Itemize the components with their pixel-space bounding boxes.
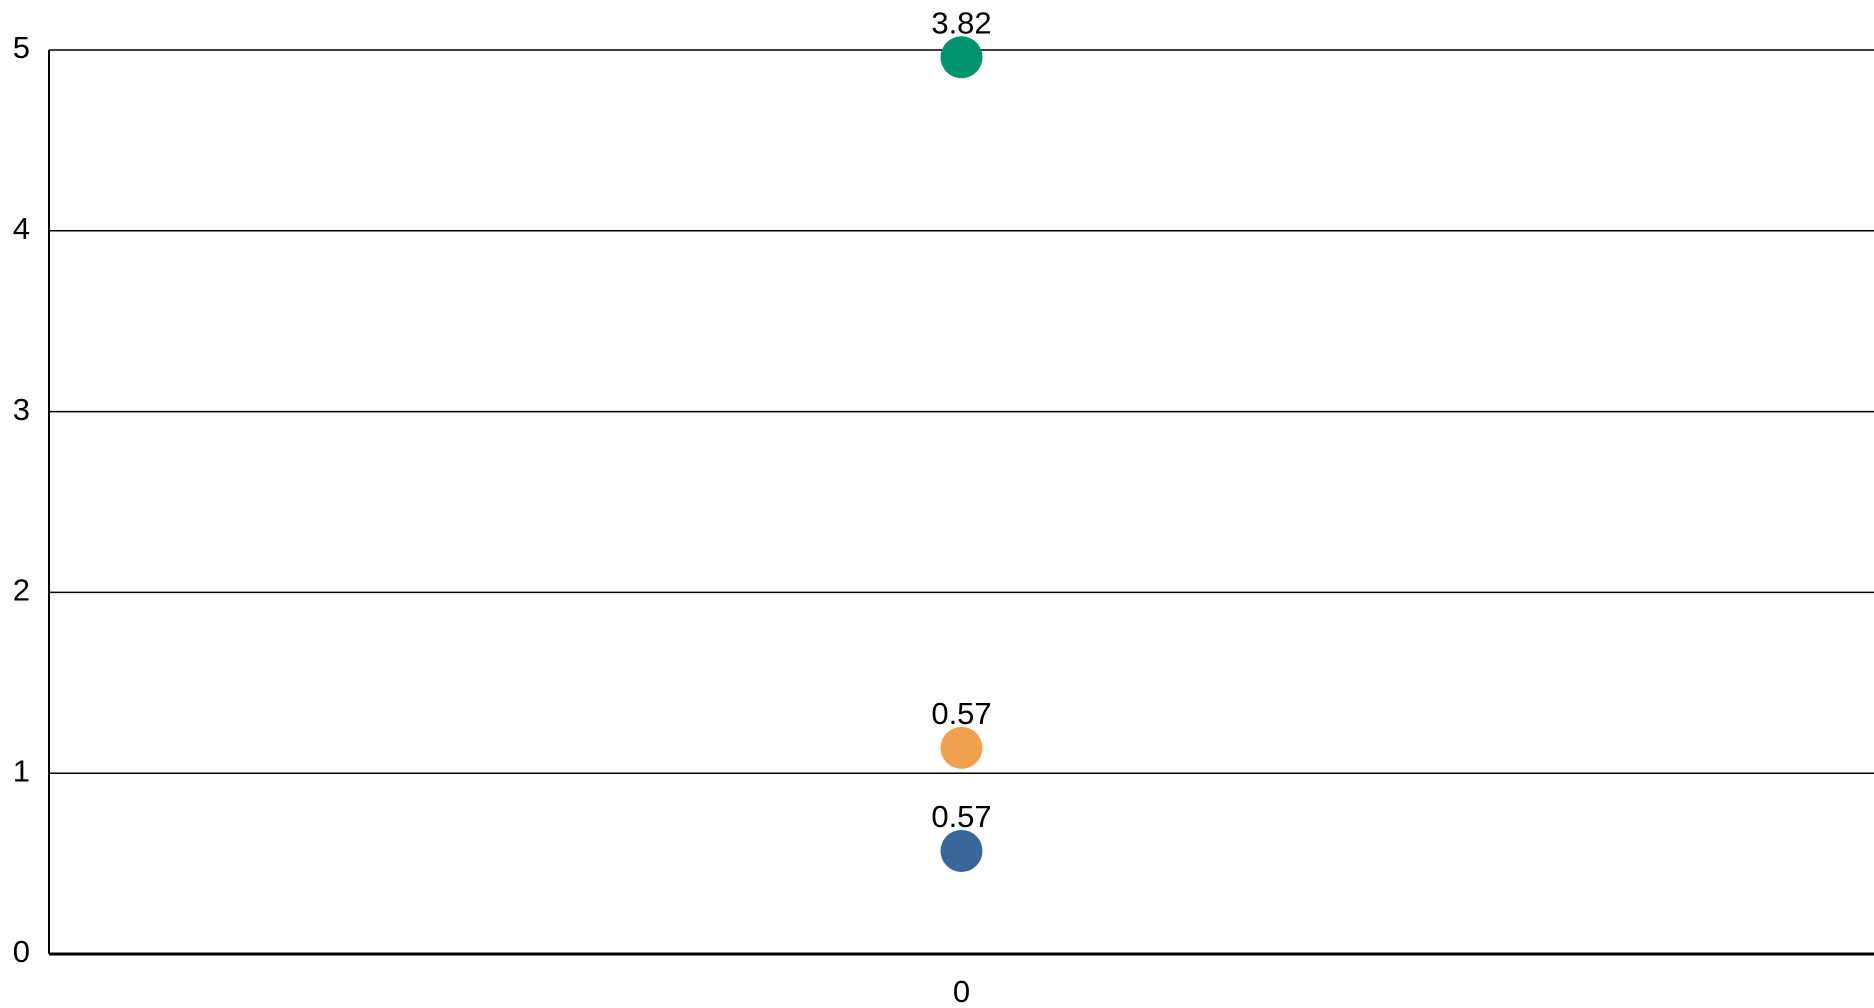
y-tick-label: 1 bbox=[13, 753, 30, 788]
y-tick-label: 5 bbox=[13, 30, 30, 65]
y-tick-label: 3 bbox=[13, 392, 30, 427]
x-tick-label: 0 bbox=[953, 974, 970, 1008]
dot bbox=[940, 829, 983, 872]
y-tick-label: 4 bbox=[13, 211, 30, 246]
dot bbox=[940, 726, 983, 769]
data-label: 3.82 bbox=[931, 5, 991, 40]
dot bbox=[940, 36, 983, 79]
y-tick-label: 2 bbox=[13, 573, 30, 608]
data-label: 0.57 bbox=[931, 696, 991, 731]
data-label: 0.57 bbox=[931, 799, 991, 834]
y-tick-label: 0 bbox=[13, 934, 30, 969]
